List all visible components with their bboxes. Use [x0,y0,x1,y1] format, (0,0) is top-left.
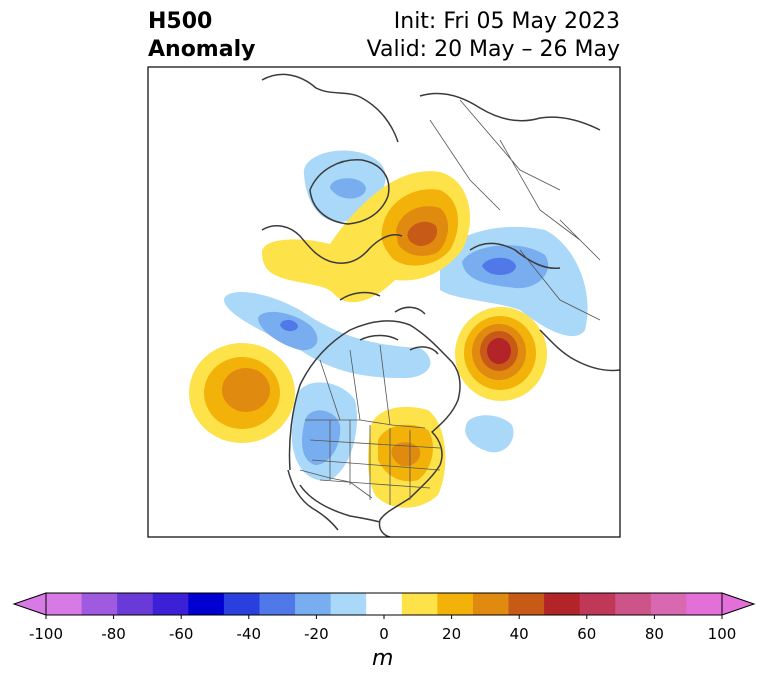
colorbar-tick-label: 80 [645,625,664,643]
colorbar-segments [46,593,723,615]
colorbar-extend-min [12,592,47,616]
colorbar-segment [615,593,652,615]
colorbar-tick-label: 40 [510,625,529,643]
map-frame [147,66,621,538]
map-title: H500 Anomaly [148,8,255,64]
colorbar-ticks: -100 -80 -60 -40 -20 0 20 40 60 80 100 [29,615,736,643]
colorbar-segment [295,593,332,615]
neg-anomaly-atlantic [465,415,514,453]
colorbar-segment [117,593,154,615]
anomaly-field [189,73,620,537]
border-us-states-2 [309,439,441,489]
coast-mexico [287,469,339,531]
political-borders [299,99,601,505]
colorbar-tick-label: 100 [708,625,737,643]
colorbar-segment [223,593,260,615]
pos-anomaly-east-us-core [391,442,421,467]
valid-range: Valid: 20 May – 26 May [366,37,620,62]
colorbar-tick-label: 60 [577,625,596,643]
colorbar-segment [46,593,83,615]
colorbar-segment [259,593,296,615]
colorbar-tick-label: -100 [29,625,63,643]
colorbar-segment [508,593,545,615]
init-date: Init: Fri 05 May 2023 [393,9,620,34]
colorbar-segment [472,593,510,615]
coast-north-europe [261,224,403,264]
colorbar-extend-max [721,592,756,616]
neg-anomaly-pacific-core [280,319,298,332]
colorbar-tick-label: -80 [101,625,126,643]
coast-north-america [288,320,461,537]
border-us-canada [305,419,426,429]
positive-anomalies [189,171,547,508]
colorbar-segment [686,593,723,615]
colorbar-tick-label: -20 [304,625,329,643]
border-eurasia [429,99,601,321]
colorbar-segment [650,593,687,615]
neg-anomaly-eurasia-core [482,257,516,276]
colorbar-segment [330,593,367,615]
date-info: Init: Fri 05 May 2023 Valid: 20 May – 26… [367,8,620,64]
title-line-2: Anomaly [148,37,256,62]
colorbar-segment [401,593,438,615]
coast-canada-arctic [339,291,439,355]
colorbar-segment [544,593,581,615]
coast-greenland [309,159,390,225]
colorbar-segment [366,593,403,615]
neg-anomaly-pacific-mid [258,311,318,351]
pos-anomaly-arctic-core [407,221,438,246]
colorbar-segment [81,593,118,615]
colorbar-segment [437,593,474,615]
colorbar-tick-label: 20 [442,625,461,643]
coast-eurasia [261,73,620,372]
pos-anomaly-north-pacific-core [222,368,270,412]
colorbar-tick-label: 0 [379,625,389,643]
border-us-mexico [299,469,373,499]
neg-anomaly-west-us-core [302,410,341,465]
colorbar-unit: m [372,646,394,671]
title-line-1: H500 [148,9,213,34]
border-canada-prov [319,344,391,426]
neg-anomaly-greenland-core [330,178,366,199]
colorbar-segment [152,593,189,615]
colorbar-segment [188,593,225,615]
pos-anomaly-atlantic-core [487,338,511,364]
colorbar-tick-label: -40 [237,625,262,643]
border-us-states-1 [329,420,411,505]
colorbar-segment [579,593,616,615]
colorbar-tick-label: -60 [169,625,194,643]
coastlines [261,73,620,537]
